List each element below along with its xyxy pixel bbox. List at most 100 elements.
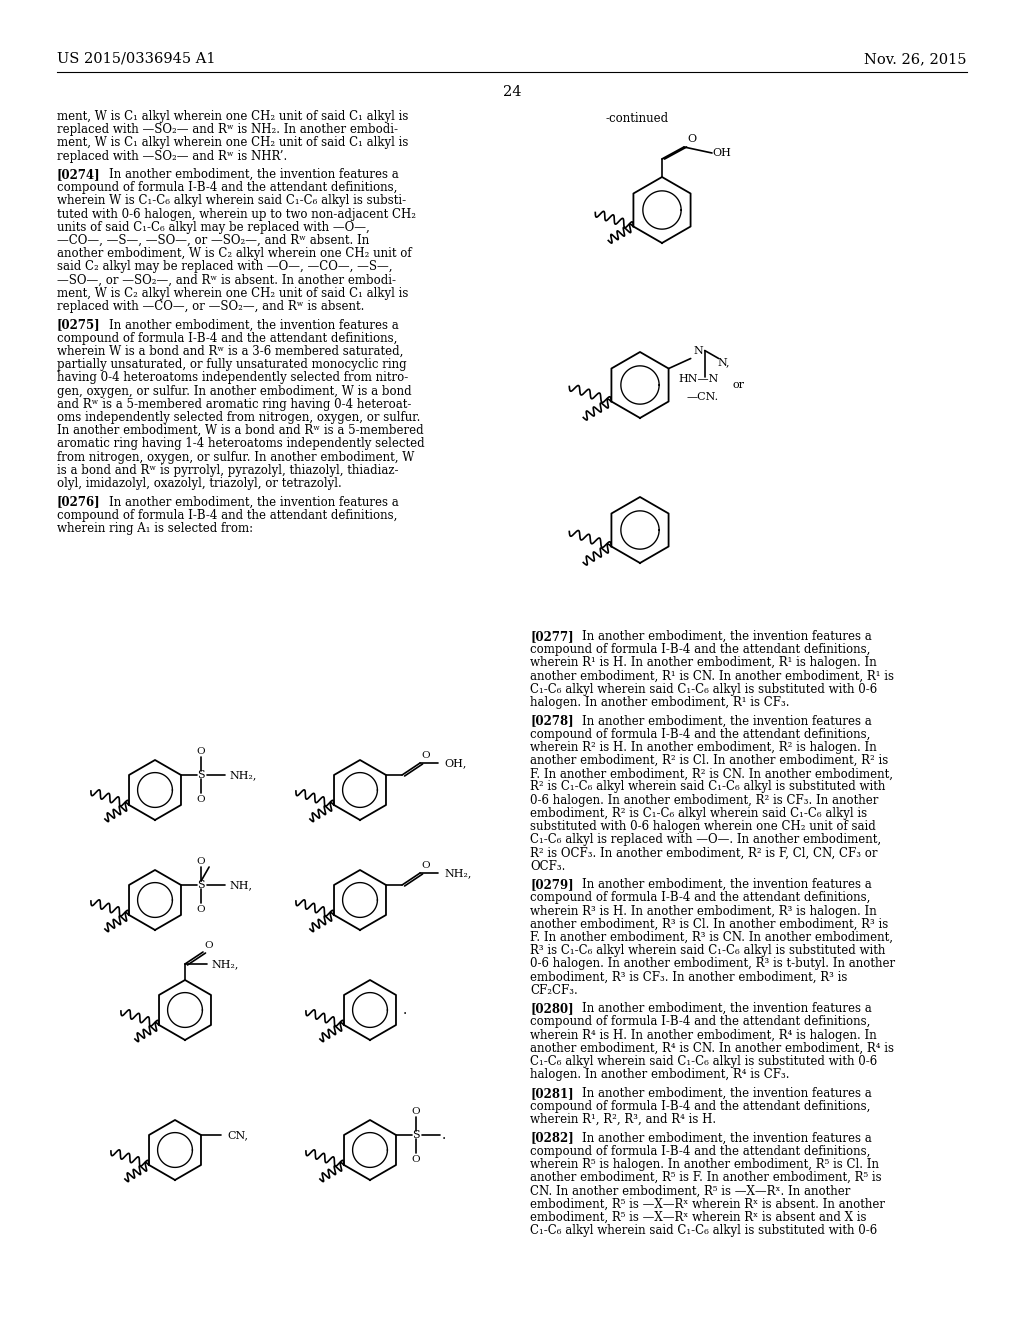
Text: compound of formula I-B-4 and the attendant definitions,: compound of formula I-B-4 and the attend… [530,1144,870,1158]
Text: C₁-C₆ alkyl wherein said C₁-C₆ alkyl is substituted with 0-6: C₁-C₆ alkyl wherein said C₁-C₆ alkyl is … [530,1055,878,1068]
Text: S: S [413,1130,420,1140]
Text: O: O [197,857,206,866]
Text: and Rʷ is a 5-membered aromatic ring having 0-4 heteroat-: and Rʷ is a 5-membered aromatic ring hav… [57,397,412,411]
Text: C₁-C₆ alkyl is replaced with —O—. In another embodiment,: C₁-C₆ alkyl is replaced with —O—. In ano… [530,833,881,846]
Text: or: or [733,380,744,391]
Text: -continued: -continued [605,112,668,125]
Text: 0-6 halogen. In another embodiment, R² is CF₃. In another: 0-6 halogen. In another embodiment, R² i… [530,793,879,807]
Text: O: O [422,862,430,870]
Text: wherein R² is H. In another embodiment, R² is halogen. In: wherein R² is H. In another embodiment, … [530,741,877,754]
Text: US 2015/0336945 A1: US 2015/0336945 A1 [57,51,215,66]
Text: CN. In another embodiment, R⁵ is —X—Rˣ. In another: CN. In another embodiment, R⁵ is —X—Rˣ. … [530,1184,850,1197]
Text: [0282]: [0282] [530,1131,573,1144]
Text: O: O [197,904,206,913]
Text: embodiment, R³ is CF₃. In another embodiment, R³ is: embodiment, R³ is CF₃. In another embodi… [530,970,848,983]
Text: S: S [198,770,205,780]
Text: wherein W is C₁-C₆ alkyl wherein said C₁-C₆ alkyl is substi-: wherein W is C₁-C₆ alkyl wherein said C₁… [57,194,407,207]
Text: OH: OH [713,148,731,158]
Text: having 0-4 heteroatoms independently selected from nitro-: having 0-4 heteroatoms independently sel… [57,371,409,384]
Text: is a bond and Rʷ is pyrrolyl, pyrazolyl, thiazolyl, thiadiaz-: is a bond and Rʷ is pyrrolyl, pyrazolyl,… [57,463,398,477]
Text: NH₂,: NH₂, [229,770,256,780]
Text: R² is OCF₃. In another embodiment, R² is F, Cl, CN, CF₃ or: R² is OCF₃. In another embodiment, R² is… [530,846,878,859]
Text: F. In another embodiment, R³ is CN. In another embodiment,: F. In another embodiment, R³ is CN. In a… [530,931,893,944]
Text: compound of formula I-B-4 and the attendant definitions,: compound of formula I-B-4 and the attend… [530,1015,870,1028]
Text: ment, W is C₂ alkyl wherein one CH₂ unit of said C₁ alkyl is: ment, W is C₂ alkyl wherein one CH₂ unit… [57,286,409,300]
Text: another embodiment, W is C₂ alkyl wherein one CH₂ unit of: another embodiment, W is C₂ alkyl wherei… [57,247,412,260]
Text: halogen. In another embodiment, R¹ is CF₃.: halogen. In another embodiment, R¹ is CF… [530,696,790,709]
Text: wherein R⁵ is halogen. In another embodiment, R⁵ is Cl. In: wherein R⁵ is halogen. In another embodi… [530,1158,879,1171]
Text: [0275]: [0275] [57,318,100,331]
Text: replaced with —SO₂— and Rʷ is NH₂. In another embodi-: replaced with —SO₂— and Rʷ is NH₂. In an… [57,123,398,136]
Text: another embodiment, R⁴ is CN. In another embodiment, R⁴ is: another embodiment, R⁴ is CN. In another… [530,1041,894,1055]
Text: 24: 24 [503,84,521,99]
Text: CF₂CF₃.: CF₂CF₃. [530,983,578,997]
Text: compound of formula I-B-4 and the attendant definitions,: compound of formula I-B-4 and the attend… [530,891,870,904]
Text: In another embodiment, the invention features a: In another embodiment, the invention fea… [582,1131,871,1144]
Text: C₁-C₆ alkyl wherein said C₁-C₆ alkyl is substituted with 0-6: C₁-C₆ alkyl wherein said C₁-C₆ alkyl is … [530,682,878,696]
Text: OCF₃.: OCF₃. [530,859,565,873]
Text: tuted with 0-6 halogen, wherein up to two non-adjacent CH₂: tuted with 0-6 halogen, wherein up to tw… [57,207,416,220]
Text: ment, W is C₁ alkyl wherein one CH₂ unit of said C₁ alkyl is: ment, W is C₁ alkyl wherein one CH₂ unit… [57,136,409,149]
Text: compound of formula I-B-4 and the attendant definitions,: compound of formula I-B-4 and the attend… [57,508,397,521]
Text: —CN.: —CN. [687,392,719,401]
Text: units of said C₁-C₆ alkyl may be replaced with —O—,: units of said C₁-C₆ alkyl may be replace… [57,220,370,234]
Text: [0274]: [0274] [57,168,100,181]
Text: N: N [694,346,703,355]
Text: 0-6 halogen. In another embodiment, R³ is t-butyl. In another: 0-6 halogen. In another embodiment, R³ i… [530,957,895,970]
Text: replaced with —CO—, or —SO₂—, and Rʷ is absent.: replaced with —CO—, or —SO₂—, and Rʷ is … [57,300,365,313]
Text: O: O [412,1155,421,1163]
Text: oms independently selected from nitrogen, oxygen, or sulfur.: oms independently selected from nitrogen… [57,411,421,424]
Text: [0279]: [0279] [530,878,573,891]
Text: NH₂,: NH₂, [211,960,239,969]
Text: N,: N, [718,358,730,367]
Text: compound of formula I-B-4 and the attendant definitions,: compound of formula I-B-4 and the attend… [57,181,397,194]
Text: compound of formula I-B-4 and the attendant definitions,: compound of formula I-B-4 and the attend… [530,643,870,656]
Text: compound of formula I-B-4 and the attendant definitions,: compound of formula I-B-4 and the attend… [57,331,397,345]
Text: In another embodiment, the invention features a: In another embodiment, the invention fea… [582,630,871,643]
Text: gen, oxygen, or sulfur. In another embodiment, W is a bond: gen, oxygen, or sulfur. In another embod… [57,384,412,397]
Text: In another embodiment, the invention features a: In another embodiment, the invention fea… [582,1086,871,1100]
Text: another embodiment, R³ is Cl. In another embodiment, R³ is: another embodiment, R³ is Cl. In another… [530,917,888,931]
Text: replaced with —SO₂— and Rʷ is NHR’.: replaced with —SO₂— and Rʷ is NHR’. [57,149,288,162]
Text: compound of formula I-B-4 and the attendant definitions,: compound of formula I-B-4 and the attend… [530,1100,870,1113]
Text: [0276]: [0276] [57,495,100,508]
Text: another embodiment, R⁵ is F. In another embodiment, R⁵ is: another embodiment, R⁵ is F. In another … [530,1171,882,1184]
Text: olyl, imidazolyl, oxazolyl, triazolyl, or tetrazolyl.: olyl, imidazolyl, oxazolyl, triazolyl, o… [57,477,342,490]
Text: wherein R³ is H. In another embodiment, R³ is halogen. In: wherein R³ is H. In another embodiment, … [530,904,877,917]
Text: wherein R¹, R², R³, and R⁴ is H.: wherein R¹, R², R³, and R⁴ is H. [530,1113,716,1126]
Text: C₁-C₆ alkyl wherein said C₁-C₆ alkyl is substituted with 0-6: C₁-C₆ alkyl wherein said C₁-C₆ alkyl is … [530,1224,878,1237]
Text: another embodiment, R¹ is CN. In another embodiment, R¹ is: another embodiment, R¹ is CN. In another… [530,669,894,682]
Text: In another embodiment, the invention features a: In another embodiment, the invention fea… [582,1002,871,1015]
Text: ment, W is C₁ alkyl wherein one CH₂ unit of said C₁ alkyl is: ment, W is C₁ alkyl wherein one CH₂ unit… [57,110,409,123]
Text: O: O [687,135,696,144]
Text: [0280]: [0280] [530,1002,573,1015]
Text: In another embodiment, W is a bond and Rʷ is a 5-membered: In another embodiment, W is a bond and R… [57,424,424,437]
Text: halogen. In another embodiment, R⁴ is CF₃.: halogen. In another embodiment, R⁴ is CF… [530,1068,790,1081]
Text: wherein W is a bond and Rʷ is a 3-6 membered saturated,: wherein W is a bond and Rʷ is a 3-6 memb… [57,345,403,358]
Text: O: O [197,747,206,755]
Text: In another embodiment, the invention features a: In another embodiment, the invention fea… [109,318,398,331]
Text: partially unsaturated, or fully unsaturated monocyclic ring: partially unsaturated, or fully unsatura… [57,358,407,371]
Text: another embodiment, R² is Cl. In another embodiment, R² is: another embodiment, R² is Cl. In another… [530,754,888,767]
Text: —CO—, —S—, —SO—, or —SO₂—, and Rʷ absent. In: —CO—, —S—, —SO—, or —SO₂—, and Rʷ absent… [57,234,370,247]
Text: [0281]: [0281] [530,1086,573,1100]
Text: S: S [198,880,205,890]
Text: embodiment, R² is C₁-C₆ alkyl wherein said C₁-C₆ alkyl is: embodiment, R² is C₁-C₆ alkyl wherein sa… [530,807,867,820]
Text: R³ is C₁-C₆ alkyl wherein said C₁-C₆ alkyl is substituted with: R³ is C₁-C₆ alkyl wherein said C₁-C₆ alk… [530,944,886,957]
Text: from nitrogen, oxygen, or sulfur. In another embodiment, W: from nitrogen, oxygen, or sulfur. In ano… [57,450,415,463]
Text: wherein R¹ is H. In another embodiment, R¹ is halogen. In: wherein R¹ is H. In another embodiment, … [530,656,877,669]
Text: substituted with 0-6 halogen wherein one CH₂ unit of said: substituted with 0-6 halogen wherein one… [530,820,876,833]
Text: .: . [402,1003,408,1016]
Text: [0278]: [0278] [530,714,573,727]
Text: R² is C₁-C₆ alkyl wherein said C₁-C₆ alkyl is substituted with: R² is C₁-C₆ alkyl wherein said C₁-C₆ alk… [530,780,886,793]
Text: CN,: CN, [227,1130,248,1140]
Text: O: O [205,940,213,949]
Text: embodiment, R⁵ is —X—Rˣ wherein Rˣ is absent and X is: embodiment, R⁵ is —X—Rˣ wherein Rˣ is ab… [530,1210,866,1224]
Text: embodiment, R⁵ is —X—Rˣ wherein Rˣ is absent. In another: embodiment, R⁵ is —X—Rˣ wherein Rˣ is ab… [530,1197,885,1210]
Text: aromatic ring having 1-4 heteroatoms independently selected: aromatic ring having 1-4 heteroatoms ind… [57,437,425,450]
Text: F. In another embodiment, R² is CN. In another embodiment,: F. In another embodiment, R² is CN. In a… [530,767,893,780]
Text: wherein ring A₁ is selected from:: wherein ring A₁ is selected from: [57,521,253,535]
Text: Nov. 26, 2015: Nov. 26, 2015 [864,51,967,66]
Text: In another embodiment, the invention features a: In another embodiment, the invention fea… [109,168,398,181]
Text: O: O [422,751,430,760]
